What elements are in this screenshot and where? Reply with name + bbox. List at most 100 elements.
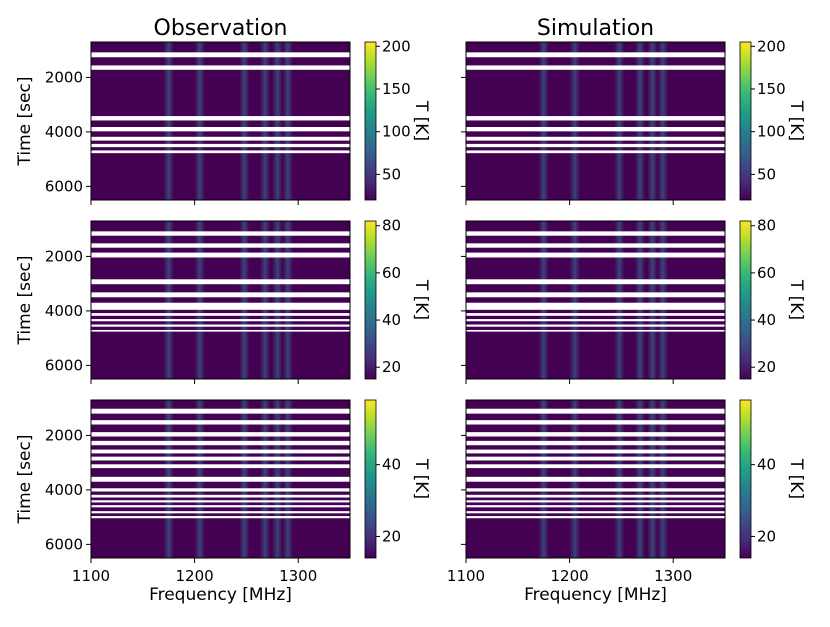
masked-gap: [91, 505, 350, 508]
masked-gap: [466, 319, 725, 322]
masked-gap: [466, 324, 725, 327]
masked-gap: [91, 231, 350, 236]
masked-gap: [91, 488, 350, 492]
masked-gap: [91, 292, 350, 298]
masked-gap: [466, 464, 725, 469]
y-tick-label: 6000: [45, 177, 83, 195]
masked-gap: [466, 494, 725, 498]
masked-gap: [91, 516, 350, 519]
y-tick-label: 4000: [45, 123, 83, 141]
colorbar-tick-label: 200: [757, 37, 786, 55]
masked-gap: [466, 231, 725, 236]
axes-frame: [90, 41, 351, 201]
masked-gap: [91, 143, 350, 148]
masked-gap: [466, 516, 725, 519]
masked-gap: [91, 243, 350, 248]
y-tick-label: 6000: [45, 356, 83, 374]
colorbar-tick-label: 100: [757, 123, 786, 141]
masked-gap: [466, 143, 725, 148]
masked-gap: [91, 302, 350, 310]
axes-frame: [465, 41, 726, 201]
colorbar-tick-label: 40: [757, 311, 776, 329]
masked-gap: [91, 319, 350, 322]
masked-gap: [466, 136, 725, 141]
colorbar-tick-label: 40: [382, 311, 401, 329]
masked-gap: [466, 302, 725, 310]
masked-gap: [466, 243, 725, 248]
colorbar-tick-label: 150: [382, 80, 411, 98]
x-tick-label: 1200: [551, 567, 589, 585]
column-title: Observation: [154, 16, 288, 41]
colorbar-tick-label: 200: [382, 37, 411, 55]
masked-gap: [466, 408, 725, 414]
axes-frame: [90, 220, 351, 380]
masked-gap: [91, 500, 350, 503]
masked-gap: [91, 65, 350, 70]
colorbar-tick-label: 150: [757, 80, 786, 98]
colorbar-tick-label: 60: [382, 264, 401, 282]
masked-gap: [466, 500, 725, 503]
masked-gap: [91, 329, 350, 332]
y-tick-label: 2000: [45, 426, 83, 444]
masked-gap: [91, 324, 350, 327]
colorbar-label: T [K]: [786, 100, 806, 141]
masked-gap: [466, 150, 725, 154]
colorbar: [364, 220, 377, 380]
colorbar: [739, 41, 752, 201]
colorbar: [364, 41, 377, 201]
colorbar-tick-label: 100: [382, 123, 411, 141]
colorbar-tick-label: 80: [757, 217, 776, 235]
masked-gap: [91, 494, 350, 498]
masked-gap: [91, 464, 350, 469]
colorbar: [739, 399, 752, 559]
x-tick-label: 1300: [279, 567, 317, 585]
y-axis-label: Time [sec]: [15, 435, 35, 525]
masked-gap: [91, 432, 350, 437]
colorbar-tick-label: 50: [382, 165, 401, 183]
colorbar-label: T [K]: [411, 458, 431, 499]
masked-gap: [91, 252, 350, 258]
x-axis-label: Frequency [MHz]: [149, 585, 292, 605]
plots: Observation Simulation 2000 4000 6000 50 100 15…: [15, 16, 806, 605]
masked-gap: [91, 476, 350, 482]
masked-gap: [91, 136, 350, 141]
masked-gap: [91, 279, 350, 285]
colorbar-tick-label: 50: [757, 165, 776, 183]
masked-gap: [466, 511, 725, 514]
axes-frame: [465, 220, 726, 380]
masked-gap: [91, 420, 350, 425]
colorbar: [364, 399, 377, 559]
colorbar-label: T [K]: [411, 100, 431, 141]
masked-gap: [466, 313, 725, 316]
x-tick-label: 1100: [447, 567, 485, 585]
axes-frame: [90, 399, 351, 559]
masked-gap: [466, 65, 725, 70]
colorbar-label: T [K]: [411, 279, 431, 320]
masked-gap: [466, 456, 725, 461]
x-tick-label: 1200: [176, 567, 214, 585]
masked-gap: [466, 252, 725, 258]
masked-gap: [466, 449, 725, 454]
masked-gap: [91, 52, 350, 58]
masked-gap: [91, 408, 350, 414]
axes-frame: [465, 399, 726, 559]
y-tick-label: 4000: [45, 481, 83, 499]
x-tick-label: 1100: [72, 567, 110, 585]
y-tick-label: 2000: [45, 68, 83, 86]
colorbar-label: T [K]: [786, 279, 806, 320]
colorbar: [739, 220, 752, 380]
masked-gap: [91, 440, 350, 446]
colorbar-tick-label: 40: [382, 456, 401, 474]
masked-gap: [466, 420, 725, 425]
masked-gap: [466, 126, 725, 132]
colorbar-tick-label: 80: [382, 217, 401, 235]
y-tick-label: 6000: [45, 535, 83, 553]
masked-gap: [91, 456, 350, 461]
y-tick-label: 2000: [45, 247, 83, 265]
x-tick-label: 1300: [654, 567, 692, 585]
colorbar-tick-label: 40: [757, 456, 776, 474]
masked-gap: [466, 329, 725, 332]
masked-gap: [466, 52, 725, 58]
colorbar-label: T [K]: [786, 458, 806, 499]
